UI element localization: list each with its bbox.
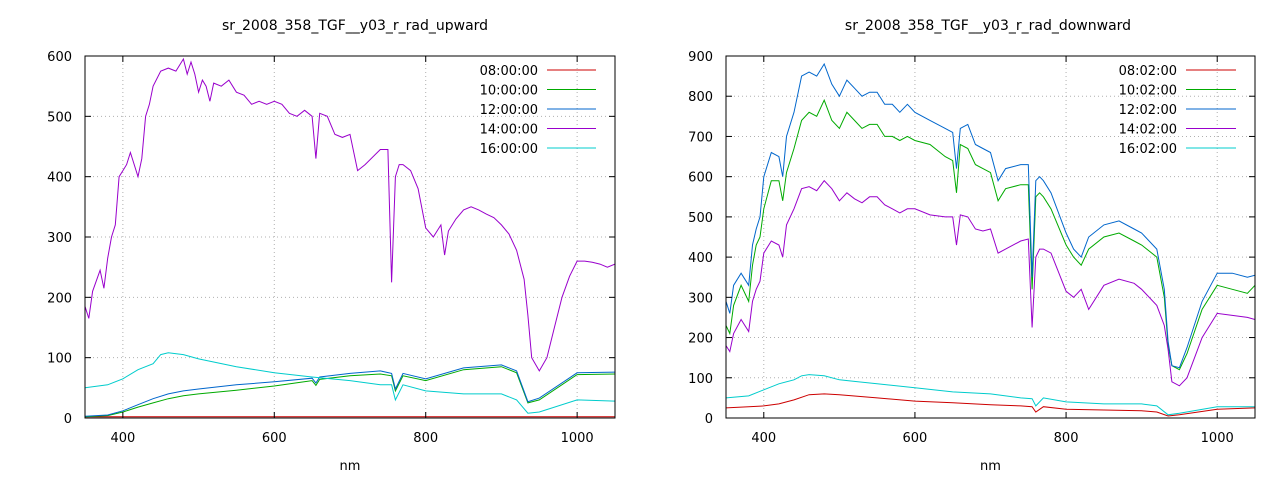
chart-2: sr_2008_358_TGF__y03_r_rad_downward 400 60…	[688, 18, 1256, 474]
y-tick-label: 0	[64, 412, 72, 427]
x-tick-label: 600	[262, 431, 287, 446]
legend-label: 14:02:00	[1119, 123, 1177, 138]
y-tick-label: 800	[688, 90, 713, 105]
series-line-14:02:00	[726, 179, 1255, 387]
y-tick-label: 700	[688, 130, 713, 145]
chart-title: sr_2008_358_TGF__y03_r_rad_downward	[845, 18, 1131, 34]
legend-label: 16:00:00	[480, 142, 538, 157]
x-tick-label: 1000	[1201, 431, 1234, 446]
x-axis-label: nm	[980, 459, 1001, 474]
chart-1: sr_2008_358_TGF__y03_r_rad_upward 400 600 8…	[47, 18, 616, 474]
series-line-12:00:00	[85, 364, 615, 417]
series-line-08:02:00	[726, 393, 1255, 417]
x-tick-label: 800	[413, 431, 438, 446]
y-tick-label: 0	[705, 412, 713, 427]
legend-label: 10:00:00	[480, 84, 538, 99]
legend-label: 10:02:00	[1119, 84, 1177, 99]
x-tick-label: 800	[1054, 431, 1079, 446]
x-tick-label: 400	[751, 431, 776, 446]
legend-label: 08:02:00	[1119, 64, 1177, 79]
series-line-16:00:00	[85, 352, 615, 414]
legend-label: 12:00:00	[480, 103, 538, 118]
legend-label: 16:02:00	[1119, 142, 1177, 157]
legend-label: 12:02:00	[1119, 103, 1177, 118]
legend-label: 08:00:00	[480, 64, 538, 79]
y-tick-label: 400	[688, 251, 713, 266]
y-tick-label: 500	[688, 211, 713, 226]
plot-frame	[725, 55, 1256, 419]
y-tick-label: 100	[47, 352, 72, 367]
x-tick-label: 1000	[561, 431, 594, 446]
y-tick-label: 300	[688, 291, 713, 306]
chart-title: sr_2008_358_TGF__y03_r_rad_upward	[222, 18, 488, 34]
x-tick-label: 600	[903, 431, 928, 446]
series-line-10:00:00	[85, 366, 615, 418]
y-tick-label: 100	[688, 372, 713, 387]
series-line-12:02:00	[726, 62, 1255, 369]
y-tick-label: 200	[47, 291, 72, 306]
y-tick-label: 600	[47, 50, 72, 65]
series-line-14:00:00	[85, 57, 615, 372]
x-axis-label: nm	[340, 459, 361, 474]
y-tick-label: 200	[688, 332, 713, 347]
series-line-10:02:00	[726, 98, 1255, 371]
y-tick-label: 900	[688, 50, 713, 65]
y-tick-label: 300	[47, 231, 72, 246]
y-tick-label: 600	[688, 171, 713, 186]
y-tick-label: 500	[47, 110, 72, 125]
y-tick-label: 400	[47, 171, 72, 186]
series-line-16:02:00	[726, 374, 1255, 416]
x-tick-label: 400	[110, 431, 135, 446]
legend-label: 14:00:00	[480, 123, 538, 138]
